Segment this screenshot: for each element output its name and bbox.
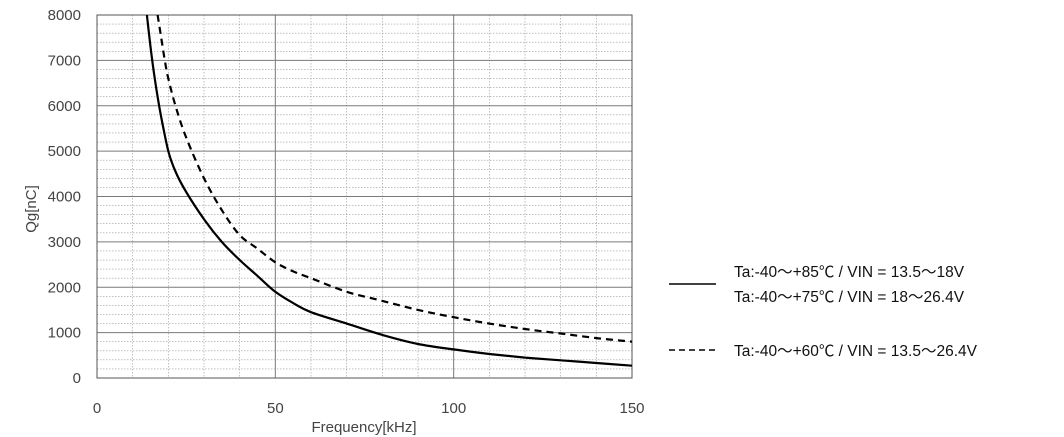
y-tick-label: 6000 bbox=[48, 98, 81, 115]
y-tick-label: 3000 bbox=[48, 234, 81, 251]
series-layer bbox=[145, 14, 633, 367]
legend-entry-solid-line1: Ta:-40～+85℃ / VIN = 13.5～18V bbox=[734, 264, 965, 281]
legend-entry-solid-line2: Ta:-40～+75℃ / VIN = 18～26.4V bbox=[734, 289, 965, 306]
x-tick-label: 150 bbox=[619, 400, 644, 417]
series-line-1 bbox=[145, 14, 633, 367]
series-line-2 bbox=[156, 14, 633, 343]
x-tick-label: 50 bbox=[267, 400, 284, 417]
y-tick-label: 7000 bbox=[48, 52, 81, 69]
y-tick-label: 2000 bbox=[48, 279, 81, 296]
major-gridlines bbox=[97, 15, 632, 378]
y-axis-tick-labels: 0 1000 2000 3000 4000 5000 6000 7000 8000 bbox=[48, 7, 81, 387]
x-axis-tick-labels: 0 50 100 150 bbox=[93, 400, 645, 417]
x-tick-label: 100 bbox=[441, 400, 466, 417]
y-tick-label: 4000 bbox=[48, 189, 81, 206]
x-tick-label: 0 bbox=[93, 400, 101, 417]
y-tick-label: 8000 bbox=[48, 7, 81, 24]
x-axis-title: Frequency[kHz] bbox=[311, 419, 416, 436]
y-axis-title: Qg[nC] bbox=[23, 185, 40, 233]
legend-entry-dashed: Ta:-40～+60℃ / VIN = 13.5～26.4V bbox=[734, 343, 978, 360]
y-tick-label: 0 bbox=[73, 370, 81, 387]
y-tick-label: 5000 bbox=[48, 143, 81, 160]
plot-area-border bbox=[96, 14, 633, 379]
y-tick-label: 1000 bbox=[48, 325, 81, 342]
legend: Ta:-40～+85℃ / VIN = 13.5～18V Ta:-40～+75℃… bbox=[669, 264, 978, 360]
